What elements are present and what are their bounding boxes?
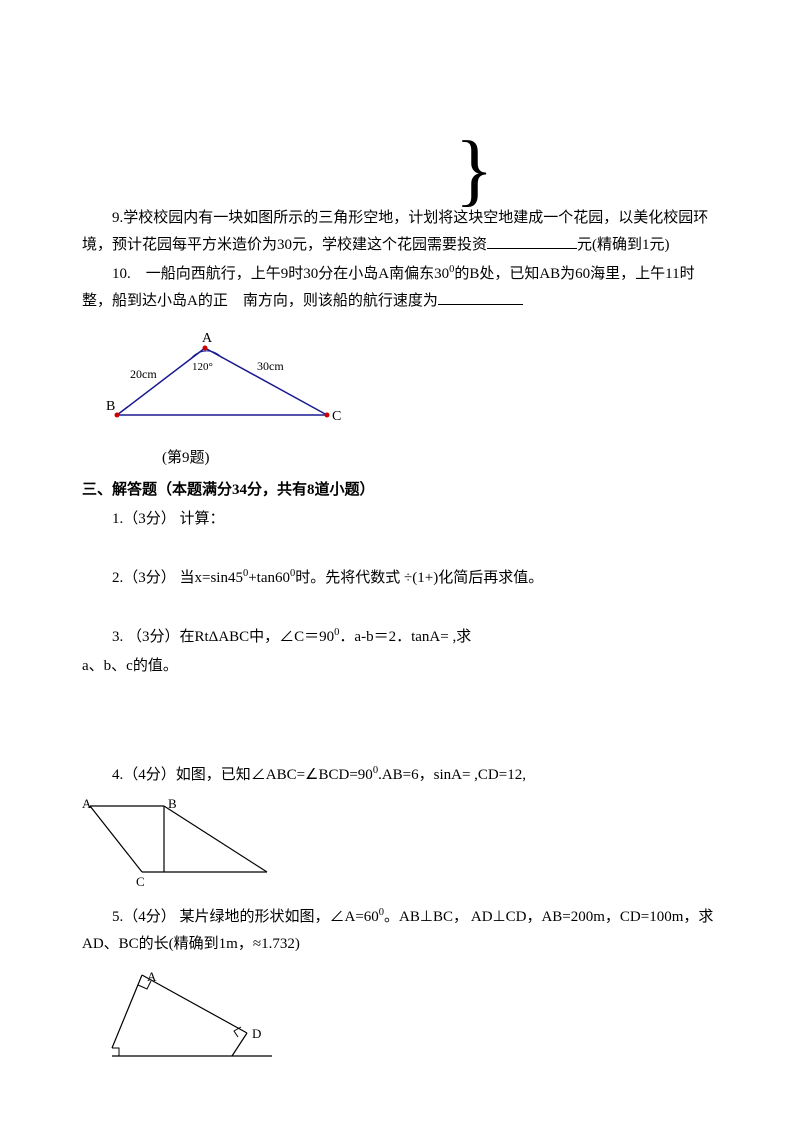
q4-part1: 4.（4分）如图，已知∠ABC=∠BCD=90	[112, 767, 373, 783]
section3-q4: 4.（4分）如图，已知∠ABC=∠BCD=900.AB=6，sinA= ,CD=…	[82, 762, 718, 789]
brace-decoration: }	[455, 130, 493, 210]
q4-part2: .AB=6，sinA= ,CD=12,	[378, 767, 526, 783]
svg-text:120°: 120°	[192, 361, 213, 373]
q2-part3: 时。先将代数式 ÷(1+)化简后再求值。	[295, 570, 543, 586]
section3-q1: 1.（3分） 计算：	[82, 506, 718, 533]
question-9: 9.学校校园内有一块如图所示的三角形空地，计划将这块空地建成一个花园，以美化校园…	[82, 205, 718, 259]
svg-text:A: A	[82, 796, 92, 811]
figure-5-shape: A D	[102, 963, 718, 1073]
section3-q3-line1: 3. （3分）在RtΔABC中，∠C＝900．a-b＝2．tanA= ,求	[82, 624, 718, 651]
q10-blank	[438, 290, 523, 305]
q3-part2: ．a-b＝2．tanA= ,求	[339, 629, 471, 645]
svg-text:A: A	[202, 331, 213, 346]
svg-text:D: D	[252, 1026, 261, 1041]
section3-q3-line2: a、b、c的值。	[82, 653, 718, 680]
q2-part1: 2.（3分） 当x=sin45	[112, 570, 243, 586]
svg-text:B: B	[106, 399, 115, 414]
svg-text:A: A	[147, 969, 157, 984]
figure-9-caption: (第9题)	[162, 445, 718, 472]
section3-q2: 2.（3分） 当x=sin450+tan600时。先将代数式 ÷(1+)化简后再…	[82, 565, 718, 592]
svg-text:C: C	[136, 874, 145, 889]
section3-q5: 5.（4分） 某片绿地的形状如图，∠A=600。AB⊥BC， AD⊥CD，AB=…	[82, 904, 718, 958]
q9-text-2: 元(精确到1元)	[577, 237, 670, 253]
figure-4-quadrilateral: A B C	[82, 794, 718, 899]
figure-9-triangle: A B C 20cm 30cm 120°	[102, 330, 718, 440]
q9-blank	[487, 234, 577, 249]
q10-text-1: 10. 一船向西航行，上午9时30分在小岛A南偏东30	[112, 266, 449, 282]
document-content: 9.学校校园内有一块如图所示的三角形空地，计划将这块空地建成一个花园，以美化校园…	[0, 0, 800, 1073]
svg-text:20cm: 20cm	[130, 367, 157, 381]
svg-text:B: B	[168, 796, 177, 811]
section-3-title: 三、解答题（本题满分34分，共有8道小题）	[82, 477, 718, 504]
q3-part1: 3. （3分）在RtΔABC中，∠C＝90	[112, 629, 334, 645]
svg-text:30cm: 30cm	[257, 359, 284, 373]
q2-part2: +tan60	[248, 570, 290, 586]
q5-part1: 5.（4分） 某片绿地的形状如图，∠A=60	[112, 909, 379, 925]
svg-text:C: C	[332, 409, 341, 424]
question-10: 10. 一船向西航行，上午9时30分在小岛A南偏东300的B处，已知AB为60海…	[82, 261, 718, 315]
